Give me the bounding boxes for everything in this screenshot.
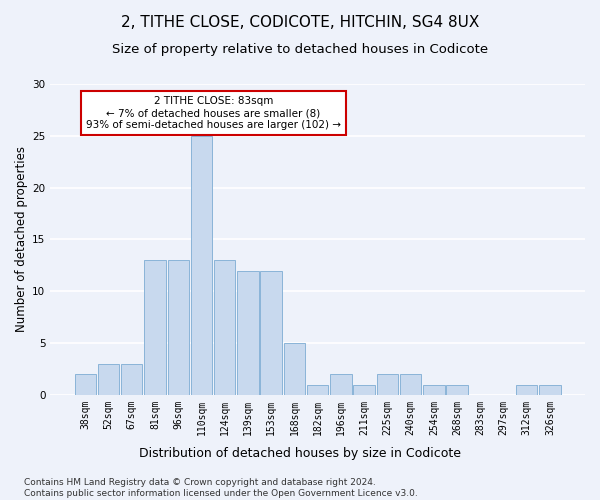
Bar bbox=[400, 374, 421, 395]
Bar bbox=[98, 364, 119, 395]
Text: 2, TITHE CLOSE, CODICOTE, HITCHIN, SG4 8UX: 2, TITHE CLOSE, CODICOTE, HITCHIN, SG4 8… bbox=[121, 15, 479, 30]
Bar bbox=[516, 384, 538, 395]
Bar bbox=[191, 136, 212, 395]
Bar bbox=[307, 384, 328, 395]
Bar bbox=[167, 260, 189, 395]
Bar bbox=[539, 384, 560, 395]
Bar bbox=[214, 260, 235, 395]
Bar bbox=[353, 384, 375, 395]
Text: 2 TITHE CLOSE: 83sqm
← 7% of detached houses are smaller (8)
93% of semi-detache: 2 TITHE CLOSE: 83sqm ← 7% of detached ho… bbox=[86, 96, 341, 130]
Bar bbox=[144, 260, 166, 395]
Bar bbox=[423, 384, 445, 395]
Bar bbox=[121, 364, 142, 395]
Bar bbox=[284, 343, 305, 395]
Text: Contains HM Land Registry data © Crown copyright and database right 2024.
Contai: Contains HM Land Registry data © Crown c… bbox=[24, 478, 418, 498]
Bar bbox=[260, 270, 282, 395]
Text: Size of property relative to detached houses in Codicote: Size of property relative to detached ho… bbox=[112, 42, 488, 56]
Bar bbox=[330, 374, 352, 395]
Text: Distribution of detached houses by size in Codicote: Distribution of detached houses by size … bbox=[139, 448, 461, 460]
Y-axis label: Number of detached properties: Number of detached properties bbox=[15, 146, 28, 332]
Bar bbox=[377, 374, 398, 395]
Bar bbox=[446, 384, 468, 395]
Bar bbox=[74, 374, 96, 395]
Bar bbox=[237, 270, 259, 395]
